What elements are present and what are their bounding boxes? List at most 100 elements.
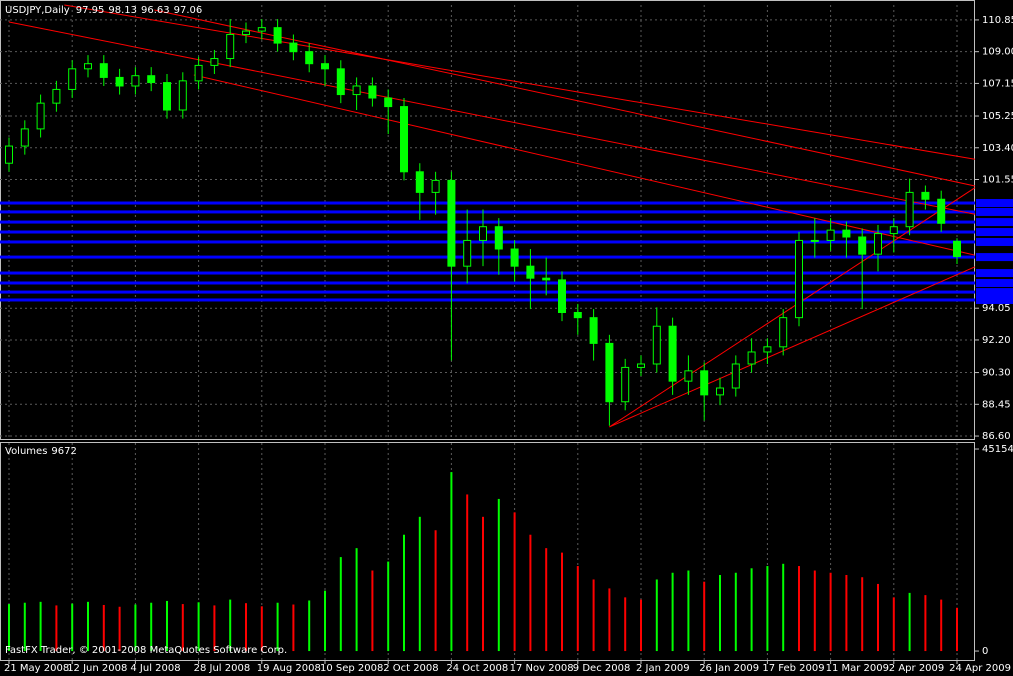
x-tick-label: 17 Nov 2008 bbox=[510, 663, 574, 674]
level-tag bbox=[976, 288, 1013, 297]
y-tick-label: 88.45 bbox=[982, 399, 1011, 410]
volume-bar bbox=[908, 592, 911, 652]
y-tick-label: 110.85 bbox=[982, 15, 1013, 26]
volume-bar bbox=[39, 601, 42, 652]
candle-body bbox=[447, 179, 456, 267]
candle-body bbox=[305, 51, 314, 65]
candle-body bbox=[147, 75, 156, 84]
candle-body bbox=[84, 63, 92, 70]
volume-bar bbox=[292, 604, 295, 652]
volume-bar bbox=[608, 588, 611, 652]
candle-body bbox=[352, 85, 361, 96]
volume-bar bbox=[450, 472, 453, 652]
x-tick-label: 9 Dec 2008 bbox=[573, 663, 631, 674]
candle-body bbox=[747, 351, 756, 365]
candle-body bbox=[463, 239, 472, 267]
candle-body bbox=[526, 265, 535, 279]
x-tick-label: 17 Feb 2009 bbox=[762, 663, 824, 674]
candle-body bbox=[273, 27, 282, 44]
candle-body bbox=[558, 279, 566, 314]
level-line bbox=[0, 290, 975, 294]
candle-body bbox=[257, 27, 266, 32]
candle-body bbox=[684, 370, 693, 382]
level-tag bbox=[976, 237, 1013, 246]
candle-body bbox=[874, 233, 882, 255]
level-tag bbox=[976, 218, 1013, 227]
level-line bbox=[0, 298, 975, 302]
candle-body bbox=[178, 80, 187, 111]
level-line bbox=[0, 230, 975, 234]
y-tick-label: 86.60 bbox=[982, 431, 1011, 442]
candle-body bbox=[131, 75, 140, 87]
volume-bar bbox=[703, 581, 706, 652]
candle-body bbox=[226, 34, 235, 60]
y2-tick-label: 0 bbox=[982, 646, 988, 657]
candle-body bbox=[921, 191, 930, 200]
level-tag bbox=[976, 199, 1013, 208]
volume-title: Volumes 9672 bbox=[5, 446, 77, 457]
level-line bbox=[0, 281, 975, 285]
volume-bar bbox=[829, 572, 832, 652]
volume-bar bbox=[418, 516, 421, 652]
candle-body bbox=[605, 342, 614, 403]
candle-body bbox=[20, 128, 29, 147]
ohlc-value: 96.63 bbox=[141, 5, 170, 16]
candle-body bbox=[384, 97, 393, 108]
y-tick-label: 109.00 bbox=[982, 47, 1013, 58]
candle-body bbox=[415, 171, 424, 193]
y-tick-label: 90.30 bbox=[982, 368, 1011, 379]
volume-bar bbox=[181, 604, 184, 652]
volume-bar bbox=[576, 566, 579, 652]
candle-body bbox=[953, 240, 961, 258]
candle-body bbox=[937, 198, 946, 224]
x-tick-label: 4 Jul 2008 bbox=[130, 663, 180, 674]
volume-bar bbox=[671, 572, 674, 652]
candle-body bbox=[5, 145, 13, 164]
candle-body bbox=[52, 88, 61, 104]
candle-body bbox=[826, 229, 835, 241]
volume-bar bbox=[529, 534, 532, 652]
x-tick-label: 2 Jan 2009 bbox=[636, 663, 690, 674]
volume-bar bbox=[624, 597, 627, 652]
x-tick-label: 21 May 2008 bbox=[4, 663, 69, 674]
volume-bar bbox=[229, 599, 232, 652]
x-tick-label: 2 Apr 2009 bbox=[889, 663, 944, 674]
x-tick-label: 24 Apr 2009 bbox=[949, 663, 1011, 674]
x-tick-label: 19 Aug 2008 bbox=[257, 663, 321, 674]
volume-bar bbox=[134, 604, 137, 652]
volume-bar bbox=[750, 568, 753, 652]
ohlc-value: 97.06 bbox=[174, 5, 203, 16]
level-tag bbox=[976, 228, 1013, 237]
candle-body bbox=[589, 317, 598, 344]
level-tag bbox=[976, 253, 1013, 262]
volume-bar bbox=[23, 602, 26, 652]
volume-bar bbox=[940, 599, 943, 652]
volume-bar bbox=[545, 548, 548, 652]
level-line bbox=[0, 210, 975, 214]
volume-bar bbox=[861, 577, 864, 652]
volume-bar bbox=[339, 557, 342, 652]
volume-bar bbox=[734, 572, 737, 652]
x-tick-label: 12 Jun 2008 bbox=[67, 663, 127, 674]
candle-body bbox=[242, 30, 250, 36]
candle-body bbox=[889, 226, 898, 235]
volume-bar bbox=[513, 512, 516, 652]
volume-bar bbox=[276, 602, 279, 652]
volume-bar bbox=[71, 603, 74, 652]
ohlc-value: 98.13 bbox=[108, 5, 137, 16]
candle-body bbox=[510, 248, 519, 267]
volume-bar bbox=[87, 601, 89, 652]
volume-bar bbox=[166, 600, 168, 652]
candle-body bbox=[779, 317, 788, 348]
candle-body bbox=[905, 191, 914, 228]
trendline bbox=[154, 9, 976, 187]
volume-bar bbox=[640, 599, 642, 652]
level-line bbox=[0, 255, 975, 259]
volume-bar bbox=[956, 607, 958, 652]
level-tag bbox=[976, 295, 1013, 304]
trendline bbox=[193, 74, 975, 256]
x-tick-label: 28 Jul 2008 bbox=[194, 663, 251, 674]
candle-body bbox=[36, 102, 45, 130]
volume-bar bbox=[877, 583, 879, 652]
y-tick-label: 101.55 bbox=[982, 175, 1013, 186]
